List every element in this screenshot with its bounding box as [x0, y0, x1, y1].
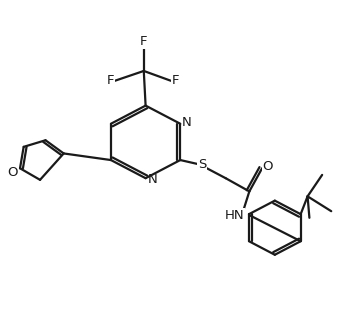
Text: F: F — [140, 35, 147, 49]
Text: HN: HN — [225, 209, 245, 222]
Text: N: N — [147, 173, 157, 186]
Text: O: O — [7, 166, 17, 179]
Text: O: O — [262, 160, 272, 173]
Text: S: S — [198, 158, 206, 172]
Text: N: N — [182, 116, 192, 129]
Text: F: F — [172, 74, 179, 87]
Text: F: F — [107, 74, 114, 87]
